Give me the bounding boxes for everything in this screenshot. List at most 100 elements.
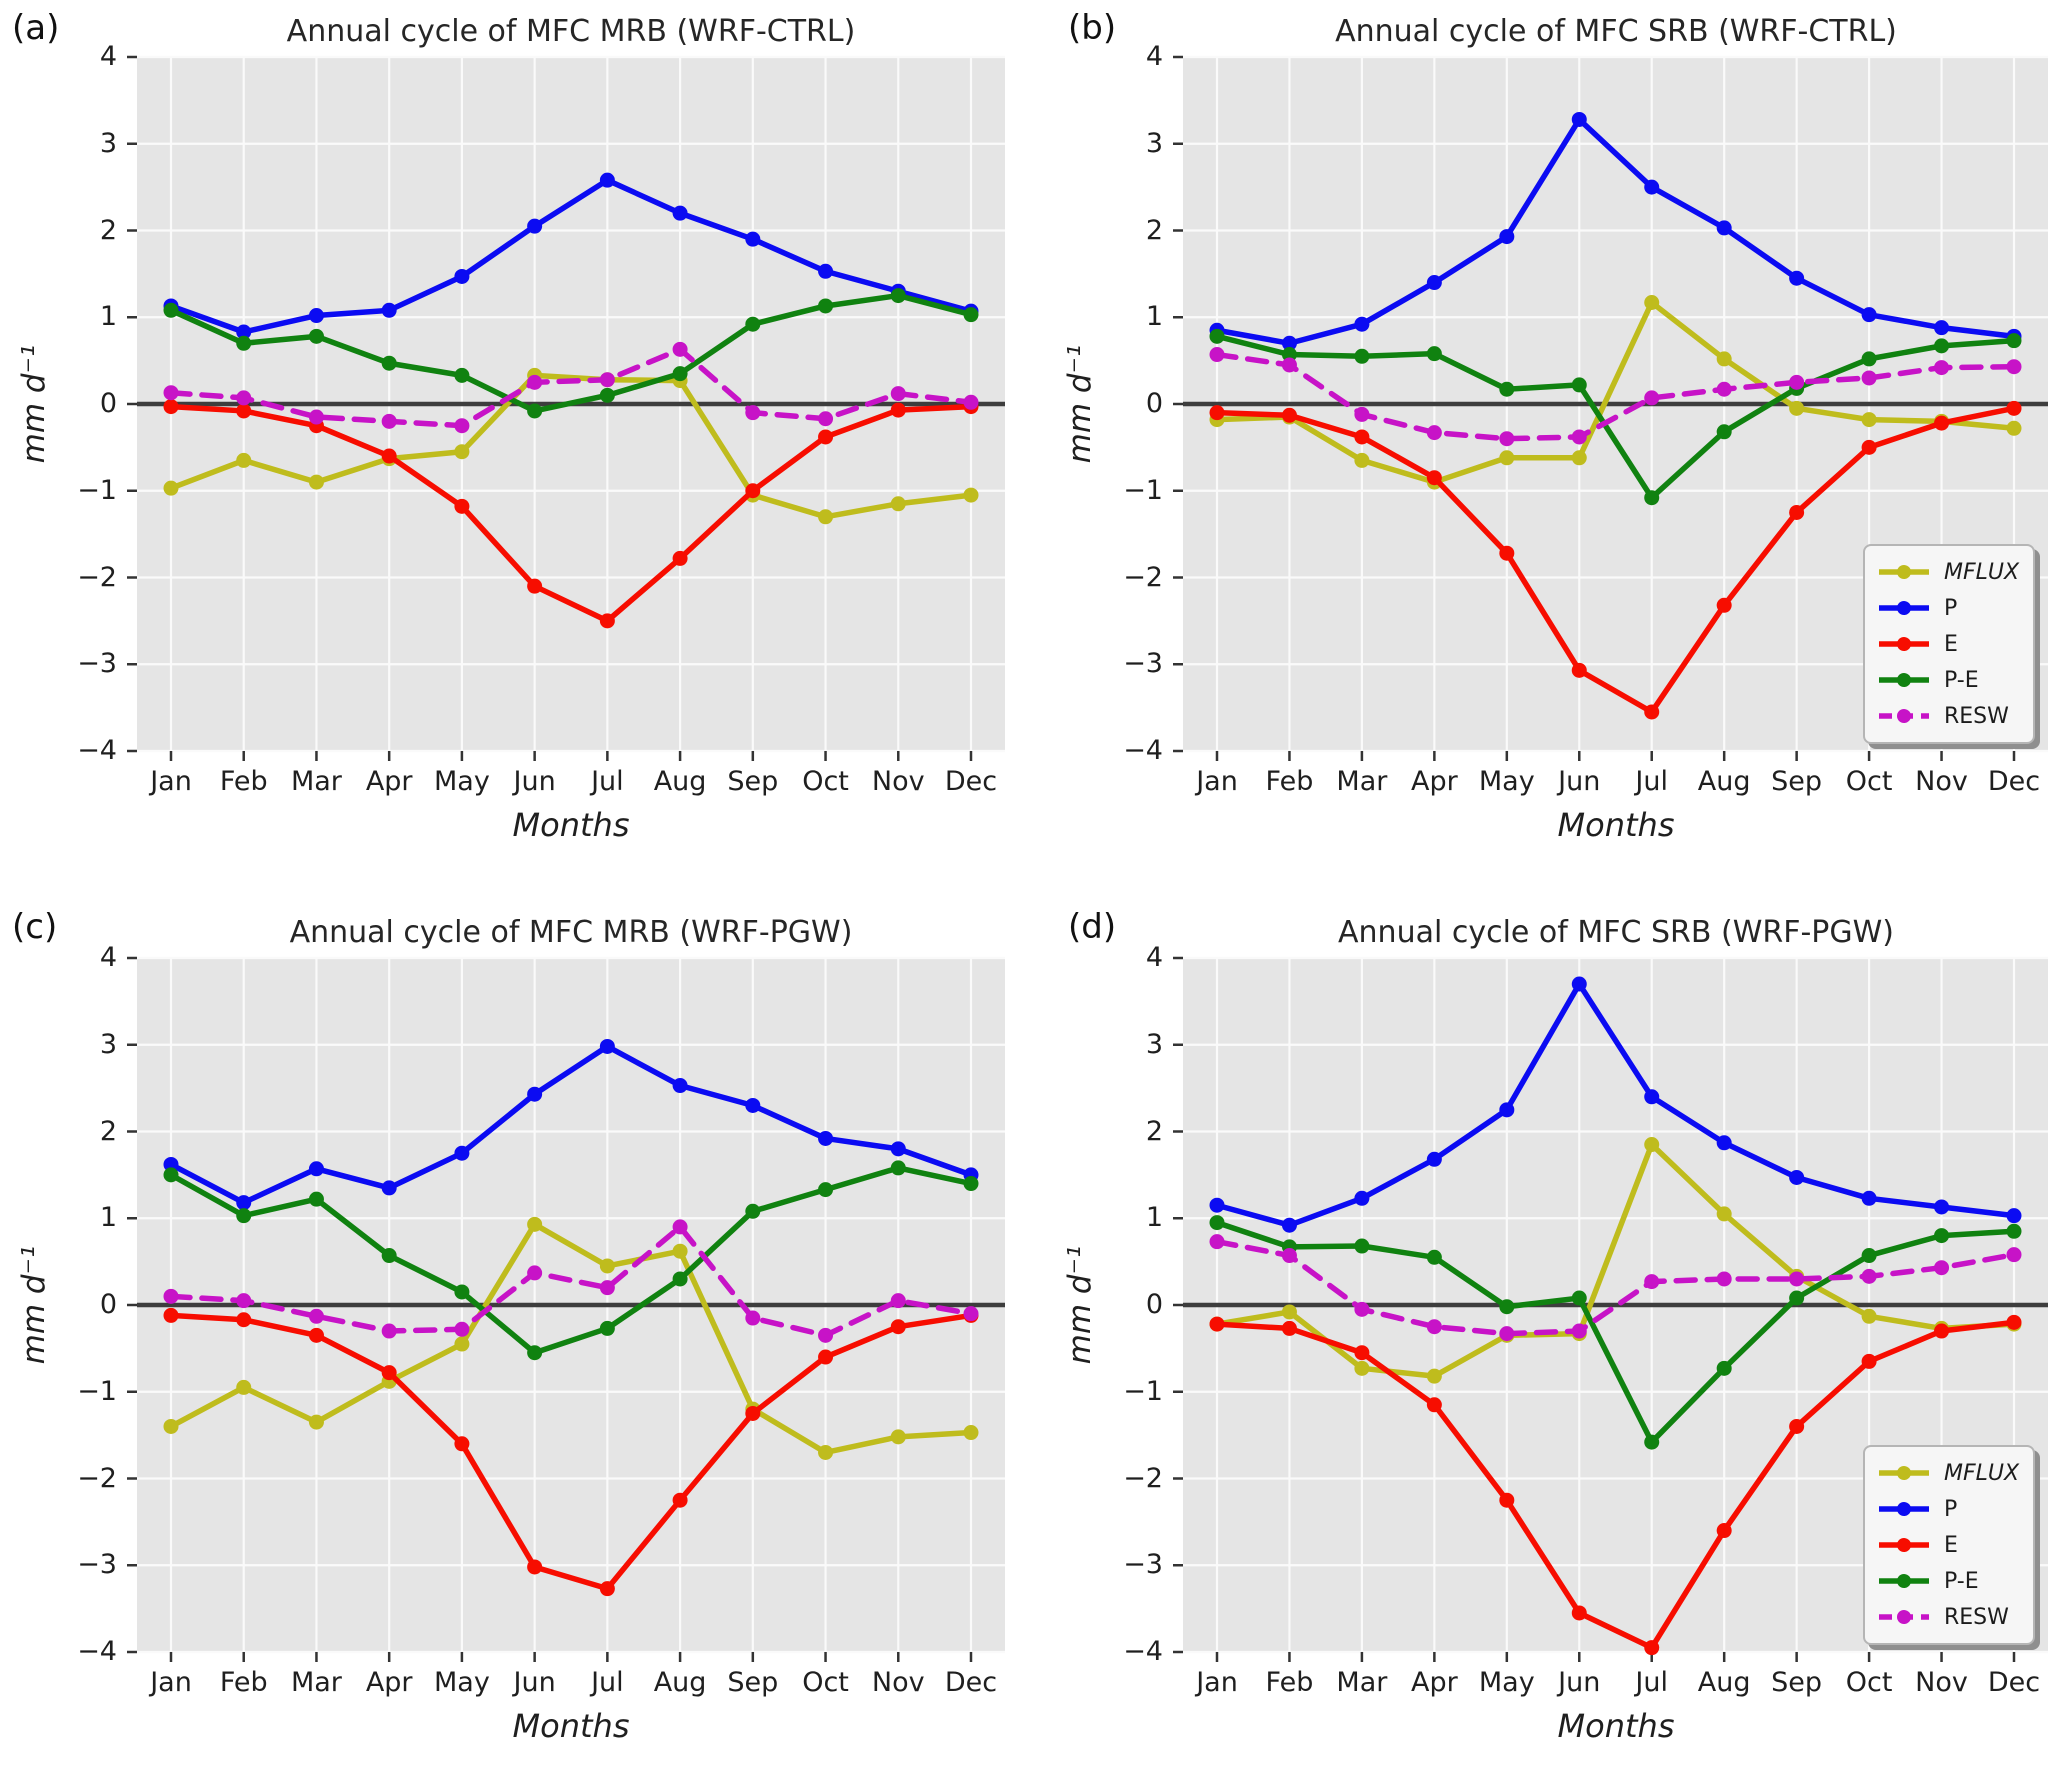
data-point-RESW [1861, 1268, 1877, 1284]
panel-letter-b: (b) [1068, 8, 1117, 48]
data-point-P [1644, 179, 1660, 195]
data-point-E [1789, 1418, 1805, 1434]
data-point-MFLUX [1354, 452, 1370, 468]
data-point-RESW [527, 1265, 543, 1281]
data-point-MFLUX [1426, 1368, 1442, 1384]
data-point-P-E [236, 1208, 252, 1224]
data-point-RESW [745, 405, 761, 421]
legend-marker-E-icon [1879, 1538, 1929, 1552]
data-point-P-E [454, 367, 470, 383]
data-point-E [236, 1312, 252, 1328]
legend-label: RESW [1944, 1604, 2009, 1630]
data-point-MFLUX [454, 444, 470, 460]
data-point-MFLUX [2006, 420, 2022, 436]
y-tick-label: −4 [77, 1636, 117, 1667]
y-tick-label: 1 [99, 301, 117, 333]
data-point-P-E [1426, 1249, 1442, 1265]
x-tick-label: Jul [1635, 766, 1668, 797]
legend-marker-MFLUX-icon [1879, 1466, 1929, 1480]
x-tick-label: Feb [219, 1667, 268, 1698]
x-tick-label: Jan [1196, 766, 1238, 797]
x-tick-label: May [1478, 1667, 1535, 1698]
series-line-P-E [1214, 1219, 2017, 1445]
y-tick-label: 1 [1145, 301, 1163, 333]
data-point-P-E [1861, 1248, 1877, 1264]
data-point-E [236, 403, 252, 419]
data-point-RESW [236, 1293, 252, 1309]
data-point-P [818, 1130, 834, 1146]
chart-title-b: Annual cycle of MFC SRB (WRF-CTRL) [1335, 14, 1897, 49]
data-point-MFLUX [1861, 412, 1877, 428]
series-line-E [168, 1312, 974, 1592]
data-point-E [381, 1365, 397, 1381]
data-point-RESW [818, 411, 834, 427]
data-point-E [1861, 439, 1877, 455]
data-point-E [745, 483, 761, 499]
x-tick-label: Mar [290, 1667, 342, 1698]
x-tick-label: Aug [1697, 766, 1751, 797]
legend-entry: P-E [1877, 662, 2019, 698]
x-tick-label: Jun [513, 766, 556, 797]
data-point-RESW [236, 390, 252, 406]
data-point-RESW [454, 418, 470, 434]
data-point-P-E [163, 1167, 179, 1183]
y-tick-label: 2 [99, 1115, 117, 1147]
chart-title-d: Annual cycle of MFC SRB (WRF-PGW) [1338, 915, 1894, 950]
data-point-P [599, 1038, 615, 1054]
data-point-P-E [1934, 1228, 1950, 1244]
legend-label: E [1944, 1532, 1958, 1558]
y-tick-label: −2 [77, 1462, 117, 1494]
data-point-MFLUX [890, 496, 906, 512]
y-tick-label: 2 [1145, 1115, 1163, 1147]
data-point-RESW [890, 386, 906, 402]
data-point-E [818, 429, 834, 445]
data-point-MFLUX [1789, 400, 1805, 416]
x-tick-label: Mar [1336, 766, 1388, 797]
data-point-P [163, 1156, 179, 1172]
data-point-P [1861, 307, 1877, 323]
data-point-P-E [381, 355, 397, 371]
data-point-RESW [454, 1321, 470, 1337]
series-line-RESW [1214, 351, 2017, 442]
y-tick-label: −2 [1123, 561, 1163, 593]
x-tick-label: Mar [290, 766, 342, 797]
data-point-P-E [1499, 381, 1515, 397]
data-point-E [1354, 429, 1370, 445]
series-line-RESW [168, 346, 974, 429]
x-tick-label: Oct [802, 1667, 849, 1698]
x-tick-label: Oct [1845, 1667, 1893, 1698]
x-tick-label: Jun [513, 1667, 556, 1698]
x-tick-label: Nov [871, 1667, 925, 1698]
data-point-P-E [818, 298, 834, 314]
data-point-RESW [1209, 347, 1225, 363]
data-point-RESW [672, 341, 688, 357]
data-point-MFLUX [963, 1425, 979, 1441]
chart-title-c: Annual cycle of MFC MRB (WRF-PGW) [289, 915, 853, 950]
legend-entry: RESW [1877, 698, 2019, 734]
data-point-E [1934, 1323, 1950, 1339]
data-point-P-E [745, 1203, 761, 1219]
x-tick-label: May [433, 766, 490, 797]
panel-letter-c: (c) [12, 907, 58, 947]
series-line-E [1214, 1319, 2017, 1651]
data-point-RESW [1934, 360, 1950, 376]
data-point-P [745, 231, 761, 247]
data-point-P [1716, 220, 1732, 236]
data-point-E [163, 399, 179, 415]
data-point-P [1281, 1217, 1297, 1233]
data-point-MFLUX [1499, 450, 1515, 466]
data-point-P-E [1861, 351, 1877, 367]
data-point-MFLUX [1861, 1308, 1877, 1324]
data-point-MFLUX [890, 1429, 906, 1445]
data-point-MFLUX [818, 1444, 834, 1460]
series-line-MFLUX [168, 372, 974, 520]
x-tick-label: Nov [1915, 1667, 1968, 1698]
data-point-P-E [2006, 333, 2022, 349]
data-point-P-E [1644, 490, 1660, 506]
data-point-MFLUX [236, 452, 252, 468]
data-point-P [1571, 111, 1587, 127]
data-point-MFLUX [1571, 450, 1587, 466]
data-point-MFLUX [1281, 1304, 1297, 1320]
data-point-E [818, 1349, 834, 1365]
data-point-E [1281, 407, 1297, 423]
